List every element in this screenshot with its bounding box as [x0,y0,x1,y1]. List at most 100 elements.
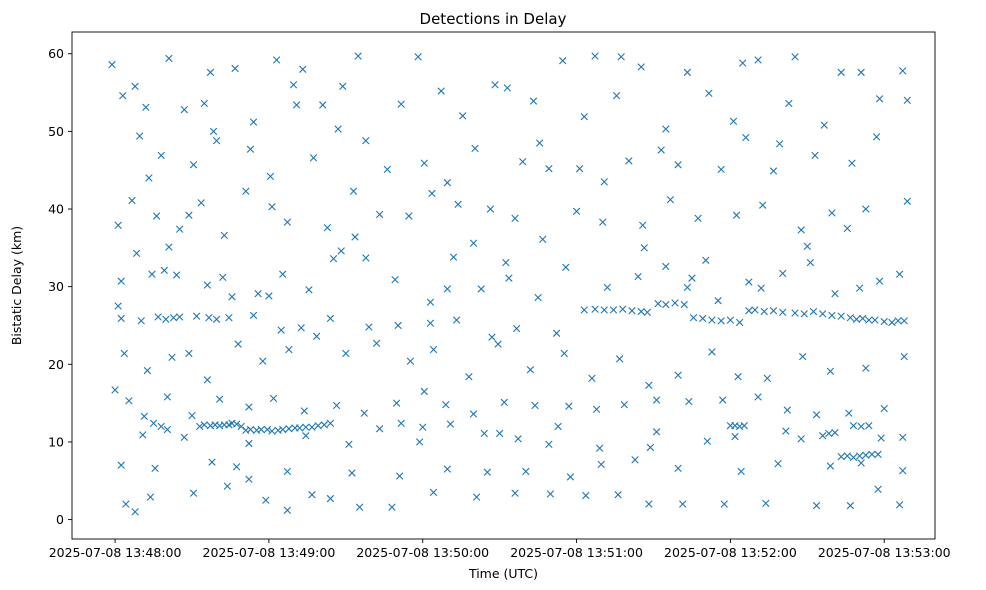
data-point [486,205,495,213]
data-point [845,409,853,417]
data-point [837,453,845,461]
data-point [232,463,241,471]
data-point [652,428,661,436]
data-point [592,405,601,414]
data-point [846,501,855,510]
data-point [708,348,716,356]
data-point [326,419,335,428]
data-point [719,396,727,404]
data-point [797,226,805,234]
data-point [580,112,588,121]
data-point [189,489,198,497]
data-point [699,314,707,323]
data-point [763,374,772,382]
data-point [868,450,876,459]
data-point [437,87,445,95]
data-point [708,316,716,324]
data-point [759,201,767,209]
data-point [337,247,345,255]
y-axis-title: Bistatic Delay (km) [9,226,24,345]
data-point [443,285,452,293]
data-point [452,316,461,324]
data-point [277,326,285,334]
data-point [142,103,150,112]
data-point [559,57,567,65]
data-point [674,371,682,379]
data-point [846,314,855,322]
data-point [495,429,504,438]
data-point [279,425,287,434]
data-point [828,209,836,217]
data-point [729,117,738,125]
data-point [249,118,258,126]
data-point [565,402,573,410]
data-point [219,273,227,282]
data-point [320,421,328,429]
data-point [645,381,653,389]
data-point [674,161,682,169]
data-point [114,302,122,310]
data-point [175,225,184,233]
data-point [662,125,670,133]
data-point [562,263,570,271]
data-point [469,239,478,247]
data-point [639,221,647,230]
data-point [131,508,139,516]
data-point [323,223,332,232]
data-point [397,100,405,108]
data-point [603,283,612,292]
data-point [826,462,835,470]
data-point [600,306,608,314]
y-tick-label: 60 [48,46,64,61]
data-point [295,424,304,432]
data-point [262,496,270,504]
data-point [148,270,156,278]
data-point [245,439,253,448]
data-point [662,262,670,271]
data-point [703,437,712,445]
data-point [168,353,176,362]
data-point [254,289,262,298]
data-point [135,132,144,140]
data-point [443,178,452,187]
data-point [477,285,485,293]
data-point [620,400,628,409]
data-point [895,501,904,509]
data-point [745,307,753,315]
data-point [739,59,747,67]
data-point [566,473,575,481]
data-point [552,329,561,337]
data-point [391,275,399,284]
data-point [114,221,122,230]
data-point [899,466,907,475]
data-point [446,420,455,428]
data-point [612,91,621,100]
data-point [329,255,338,263]
data-point [165,243,173,251]
data-point [259,357,267,365]
data-point [362,254,370,262]
data-point [800,310,808,318]
data-point [762,499,770,507]
data-point [874,485,882,493]
data-point [899,67,907,75]
data-point [654,300,662,308]
data-point [420,387,428,396]
data-point [375,425,384,433]
data-point [388,503,396,511]
data-point [572,207,581,216]
data-point [285,345,293,354]
data-point [900,317,908,325]
data-point [383,165,392,174]
data-point [263,425,272,434]
data-point [459,112,467,120]
data-point [169,314,178,322]
data-point [406,357,415,365]
data-point [774,459,782,468]
y-tick-label: 0 [56,512,64,527]
data-point [809,307,818,316]
data-point [117,314,125,323]
plot-area-frame [71,31,936,540]
data-point [899,433,907,441]
data-point [128,196,136,205]
